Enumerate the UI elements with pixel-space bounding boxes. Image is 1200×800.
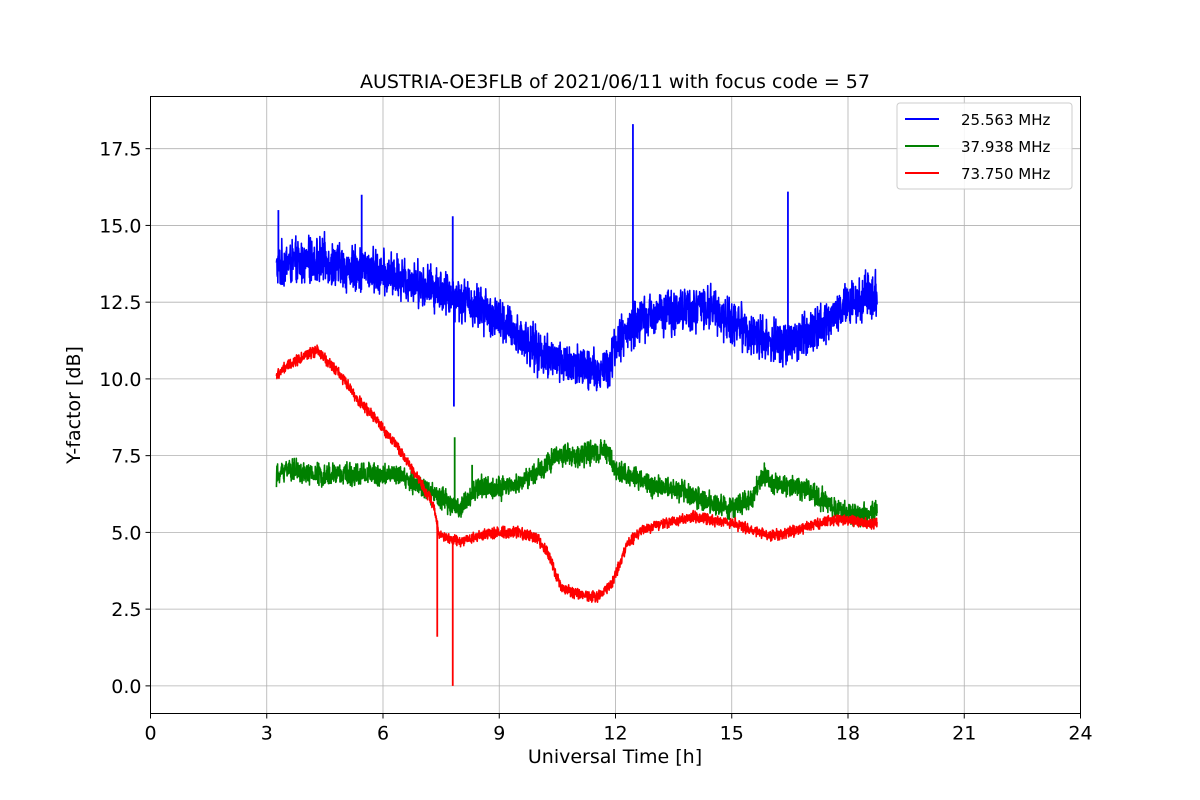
y-tick-label: 12.5: [99, 292, 141, 314]
legend-label-1: 25.563 MHz: [961, 111, 1050, 129]
x-tick-label: 18: [836, 723, 860, 745]
x-tick-label: 21: [952, 723, 976, 745]
y-tick-label: 0.0: [111, 676, 141, 698]
x-tick-label: 9: [493, 723, 505, 745]
plot-area: [275, 124, 878, 686]
x-tick-label: 6: [377, 723, 389, 745]
x-tick-label: 3: [261, 723, 273, 745]
legend-box: [896, 102, 1073, 190]
legend: 25.563 MHz 37.938 MHz 73.750 MHz: [896, 102, 1073, 190]
y-tick-label: 15.0: [99, 215, 141, 237]
x-tick-label: 24: [1068, 723, 1092, 745]
x-tick-label: 12: [603, 723, 627, 745]
x-tick-label: 0: [144, 723, 156, 745]
y-tick-label: 7.5: [111, 446, 141, 468]
x-axis-label: Universal Time [h]: [528, 746, 702, 768]
series-line-3: [275, 344, 878, 603]
y-tick-label: 10.0: [99, 369, 141, 391]
y-axis-ticks: 0.0 2.5 5.0 7.5 10.0 12.5 15.0 17.5: [99, 139, 151, 698]
legend-label-3: 73.750 MHz: [961, 165, 1050, 183]
y-tick-label: 17.5: [99, 139, 141, 161]
series-line-1: [275, 230, 878, 392]
y-axis-label: Y-factor [dB]: [63, 346, 85, 465]
y-tick-label: 5.0: [111, 522, 141, 544]
x-axis-ticks: 0 3 6 9 12 15 18 21 24: [144, 713, 1093, 745]
series-line-2: [275, 438, 878, 528]
legend-label-2: 37.938 MHz: [961, 138, 1050, 156]
y-tick-label: 2.5: [111, 599, 141, 621]
x-tick-label: 15: [720, 723, 744, 745]
chart-title: AUSTRIA-OE3FLB of 2021/06/11 with focus …: [360, 71, 870, 93]
